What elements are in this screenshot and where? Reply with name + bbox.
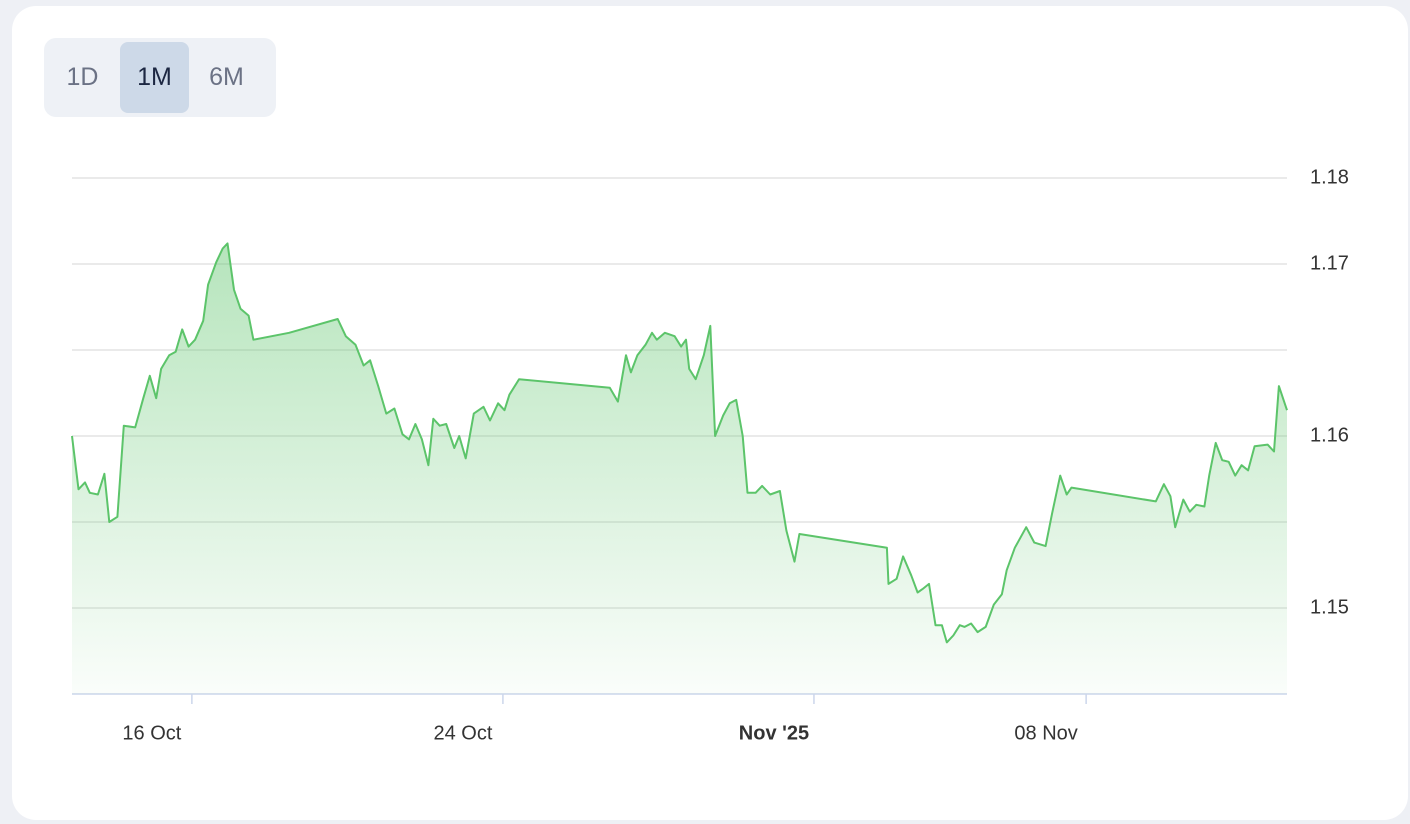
- x-tick-label: 08 Nov: [1014, 722, 1077, 744]
- range-button[interactable]: 6M: [209, 63, 244, 91]
- x-tick-label: 16 Oct: [122, 722, 181, 744]
- x-tick-label: 24 Oct: [433, 722, 492, 744]
- y-tick-label: 1.17: [1310, 252, 1349, 274]
- y-tick-label: 1.16: [1310, 424, 1349, 446]
- y-tick-label: 1.15: [1310, 596, 1349, 618]
- range-button[interactable]: 1M: [120, 42, 189, 113]
- range-selector: 1D 1M 6M: [44, 38, 276, 117]
- y-tick-label: 1.18: [1310, 166, 1349, 188]
- price-line: [71, 242, 1288, 644]
- area-fill: [72, 243, 1287, 694]
- x-tick-label: Nov '25: [739, 722, 809, 744]
- range-button[interactable]: 1D: [66, 63, 99, 91]
